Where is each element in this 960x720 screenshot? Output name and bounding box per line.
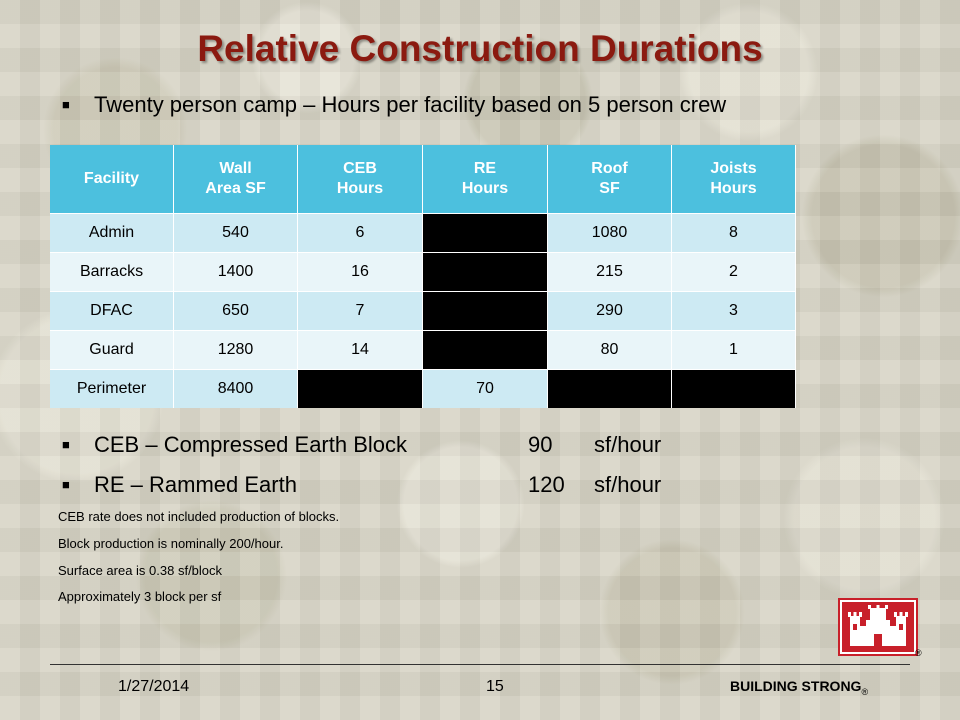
rate-unit: sf/hour	[594, 432, 662, 457]
table-cell: 70	[422, 369, 548, 408]
table-cell: DFAC	[50, 291, 174, 331]
square-bullet-icon: ■	[62, 437, 70, 452]
redacted-cell	[547, 369, 672, 408]
header-wall-area: Wall Area SF	[173, 145, 298, 214]
table-row: Perimeter 8400 70	[50, 369, 796, 408]
table-cell: 215	[547, 252, 672, 292]
table-row: Admin 540 6 1080 8	[50, 213, 796, 253]
table-cell: 8400	[173, 369, 298, 408]
table-cell: 540	[173, 213, 298, 253]
square-bullet-icon: ■	[62, 97, 70, 112]
rate-name: CEB – Compressed Earth Block	[94, 432, 408, 457]
square-bullet-icon: ■	[62, 477, 70, 492]
redacted-cell	[422, 330, 548, 370]
rate-name: RE – Rammed Earth	[94, 472, 297, 497]
table-cell: Perimeter	[50, 369, 174, 408]
footer-date: 1/27/2014	[118, 678, 190, 695]
footer-brand: BUILDING STRONG®	[730, 678, 868, 697]
duration-table: Facility Wall Area SF CEB Hours RE Hours Ro…	[50, 145, 796, 408]
table-cell: 7	[297, 291, 423, 331]
table-cell: 1	[671, 330, 796, 370]
rate-ceb: ■ CEB – Compressed Earth Block 90 sf/hou…	[62, 432, 661, 458]
table-cell: 8	[671, 213, 796, 253]
table-cell: 1280	[173, 330, 298, 370]
table-row: Guard 1280 14 80 1	[50, 330, 796, 370]
header-joists-hours: Joists Hours	[671, 145, 796, 214]
table-row: Barracks 1400 16 215 2	[50, 252, 796, 292]
note-line: Block production is nominally 200/hour.	[58, 536, 284, 551]
table-cell: 80	[547, 330, 672, 370]
brand-text: BUILDING STRONG	[730, 678, 862, 694]
header-re-hours: RE Hours	[422, 145, 548, 214]
redacted-cell	[422, 213, 548, 253]
note-line: Approximately 3 block per sf	[58, 589, 222, 604]
redacted-cell	[422, 291, 548, 331]
subtitle-bullet: ■ Twenty person camp – Hours per facilit…	[62, 92, 726, 118]
registered-mark: ®	[915, 648, 922, 658]
table-row: DFAC 650 7 290 3	[50, 291, 796, 331]
usace-castle-logo-icon	[840, 600, 916, 654]
rate-re: ■ RE – Rammed Earth 120 sf/hour	[62, 472, 661, 498]
rate-unit: sf/hour	[594, 472, 662, 497]
table-header-row: Facility Wall Area SF CEB Hours RE Hours Ro…	[50, 145, 796, 214]
table-cell: Guard	[50, 330, 174, 370]
table-cell: 6	[297, 213, 423, 253]
table-cell: 16	[297, 252, 423, 292]
table-cell: 3	[671, 291, 796, 331]
table-cell: 1080	[547, 213, 672, 253]
table-cell: 14	[297, 330, 423, 370]
redacted-cell	[297, 369, 423, 408]
brand-reg-mark: ®	[861, 686, 869, 697]
rate-value: 120	[528, 472, 565, 497]
table-cell: Barracks	[50, 252, 174, 292]
redacted-cell	[671, 369, 796, 408]
header-roof-sf: Roof SF	[547, 145, 672, 214]
table-cell: Admin	[50, 213, 174, 253]
slide-title: Relative Construction Durations	[197, 28, 763, 69]
table-cell: 290	[547, 291, 672, 331]
redacted-cell	[422, 252, 548, 292]
header-ceb-hours: CEB Hours	[297, 145, 423, 214]
footer-divider	[50, 664, 910, 665]
subtitle-text: Twenty person camp – Hours per facility …	[94, 92, 727, 117]
header-facility: Facility	[50, 145, 174, 214]
note-line: CEB rate does not included production of…	[58, 509, 340, 524]
table-cell: 1400	[173, 252, 298, 292]
table-cell: 650	[173, 291, 298, 331]
rate-value: 90	[528, 432, 553, 457]
note-line: Surface area is 0.38 sf/block	[58, 563, 223, 578]
table-cell: 2	[671, 252, 796, 292]
page-number: 15	[486, 678, 504, 695]
